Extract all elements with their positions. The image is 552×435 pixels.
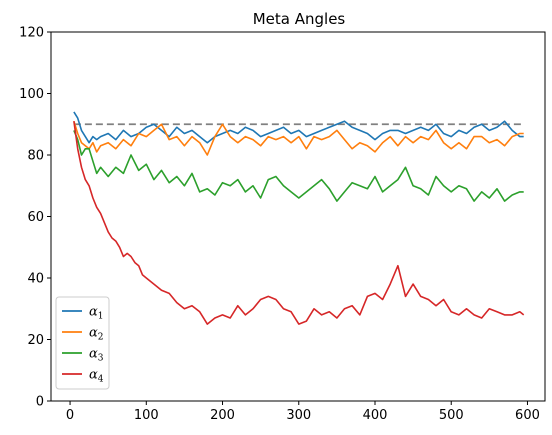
y-tick-label-20: 20 (27, 333, 44, 348)
plot-area (50, 31, 546, 402)
series-line-alpha-1 (73, 111, 524, 144)
series-line-alpha-4 (73, 121, 525, 325)
y-tick-label-40: 40 (27, 272, 44, 287)
y-tick-label-80: 80 (27, 149, 44, 164)
legend-label-alpha-4: α4 (89, 368, 104, 385)
legend-label-alpha-2: α2 (89, 326, 104, 343)
x-tick-label-400: 400 (363, 408, 388, 423)
y-axis: 0 20 40 60 80 100 120 (19, 26, 51, 410)
series-line-alpha-2 (73, 120, 524, 156)
x-tick-label-600: 600 (515, 408, 540, 423)
x-axis: 0 100 200 300 400 500 600 (66, 401, 540, 423)
y-tick-label-60: 60 (27, 210, 44, 225)
legend-label-alpha-1: α1 (89, 305, 104, 322)
series-line-alpha-3 (73, 130, 524, 202)
x-tick-label-200: 200 (210, 408, 235, 423)
legend-box (55, 296, 110, 390)
legend: α1 α2 α3 α4 (55, 296, 110, 390)
y-tick-label-120: 120 (19, 26, 44, 41)
x-tick-label-300: 300 (286, 408, 311, 423)
x-tick-label-500: 500 (439, 408, 464, 423)
x-tick-label-100: 100 (134, 408, 159, 423)
x-tick-label-0: 0 (66, 408, 74, 423)
chart-title: Meta Angles (253, 10, 346, 28)
legend-label-alpha-3: α3 (89, 347, 104, 364)
y-tick-label-100: 100 (19, 87, 44, 102)
y-tick-label-0: 0 (36, 395, 44, 410)
axes-frame (50, 31, 546, 402)
